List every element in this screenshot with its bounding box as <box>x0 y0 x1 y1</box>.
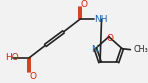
Text: O: O <box>81 0 88 9</box>
Text: O: O <box>106 34 113 43</box>
Text: HO: HO <box>5 53 19 62</box>
Text: CH₃: CH₃ <box>133 45 148 54</box>
Text: O: O <box>30 72 37 81</box>
Text: N: N <box>91 45 98 54</box>
Text: NH: NH <box>94 15 108 24</box>
